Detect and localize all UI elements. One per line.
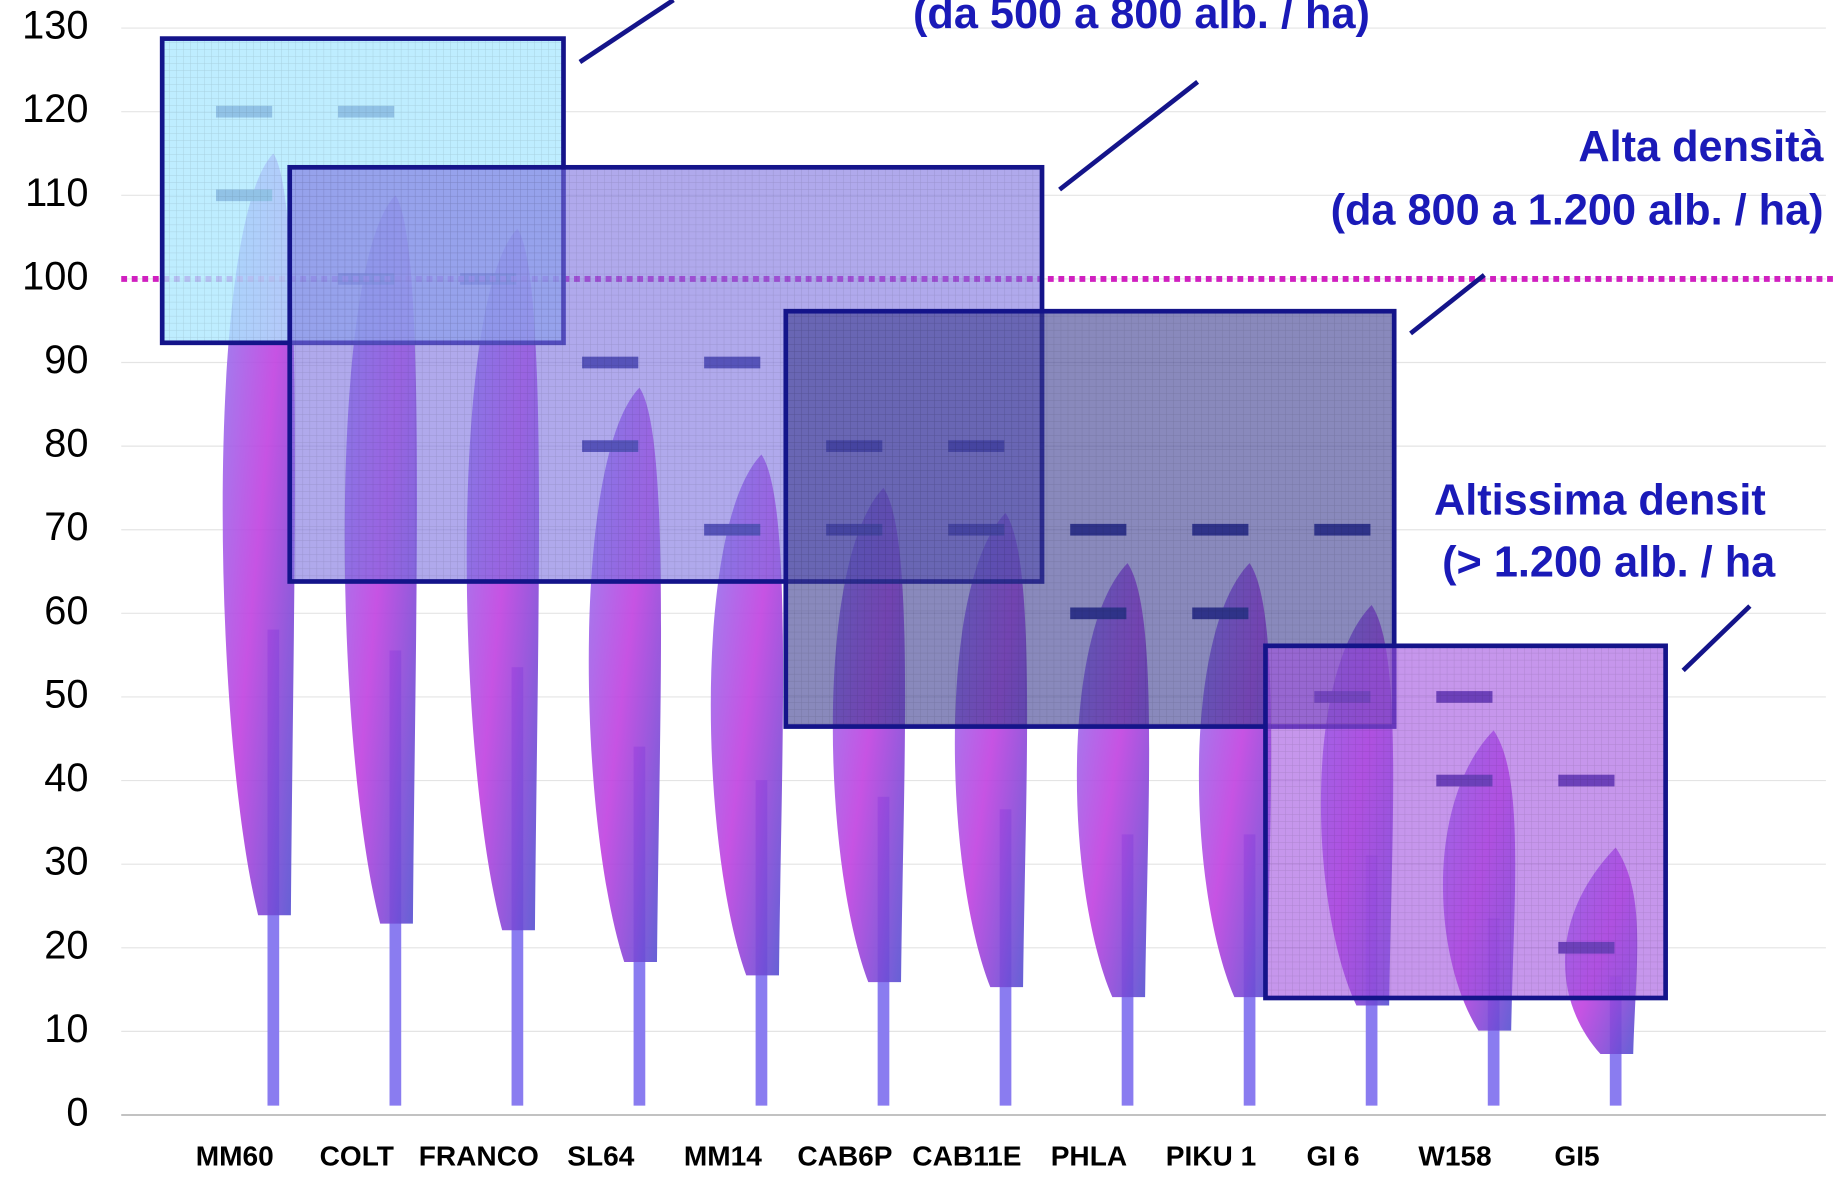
annotation: (da 500 a 800 alb. / ha) — [913, 0, 1370, 38]
x-tick-label: CAB11E — [912, 1141, 1021, 1172]
y-tick-label: 50 — [44, 672, 88, 716]
leader-line — [1058, 80, 1200, 192]
x-tick-label: FRANCO — [419, 1141, 539, 1172]
y-tick-label: 70 — [44, 505, 88, 549]
annotation: (> 1.200 alb. / ha — [1442, 539, 1776, 587]
x-tick-label: SL64 — [567, 1141, 634, 1172]
y-tick-label: 0 — [66, 1090, 88, 1134]
density-boxes — [159, 0, 1752, 1001]
tree-canopy — [710, 454, 784, 976]
y-tick-label: 20 — [44, 923, 88, 967]
density-box-mesh — [1263, 643, 1668, 1001]
y-tick-label: 80 — [44, 422, 88, 466]
annotation: Altissima densit — [1434, 477, 1766, 525]
x-tick-label: GI5 — [1554, 1141, 1599, 1172]
x-tick-label: W158 — [1418, 1141, 1491, 1172]
annotation: (da 800 a 1.200 alb. / ha) — [1331, 186, 1824, 234]
tree — [710, 454, 784, 1106]
annotation: Alta densità — [1578, 123, 1824, 171]
y-tick-label: 110 — [25, 171, 88, 215]
x-tick-label: COLT — [320, 1141, 394, 1172]
y-tick-label: 10 — [44, 1007, 88, 1051]
x-tick-label: GI 6 — [1306, 1141, 1359, 1172]
y-tick-label: 130 — [22, 4, 88, 48]
labels: 0 10 20 30 40 50 60 70 80 90 100 110 120 130 (da 500 a… — [22, 0, 1824, 1172]
leader-line — [578, 0, 675, 64]
y-tick-label: 30 — [44, 840, 88, 884]
x-tick-label: PHLA — [1051, 1141, 1127, 1172]
leader-line — [1409, 273, 1486, 336]
x-tick-label: MM14 — [684, 1141, 762, 1172]
y-tick-label: 60 — [44, 589, 88, 633]
leader-line — [1681, 604, 1752, 673]
x-tick-label: CAB6P — [797, 1141, 892, 1172]
y-tick-label: 120 — [22, 87, 88, 131]
x-tick-label: PIKU 1 — [1166, 1141, 1256, 1172]
y-tick-label: 90 — [44, 338, 88, 382]
y-tick-label: 40 — [44, 756, 88, 800]
y-tick-label: 100 — [22, 254, 88, 298]
x-tick-label: MM60 — [196, 1141, 274, 1172]
